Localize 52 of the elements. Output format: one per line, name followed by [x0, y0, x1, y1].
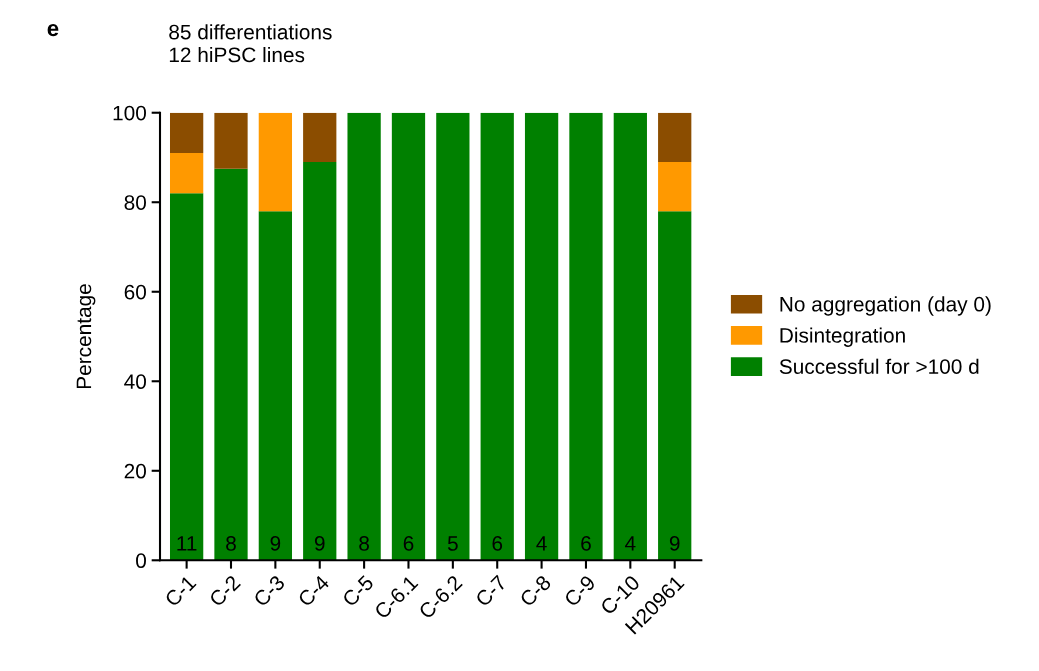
- bar: [303, 112, 337, 162]
- chart-subtitle: 12 hiPSC lines: [169, 46, 305, 63]
- y-tick-label: 20: [124, 463, 146, 479]
- x-tick-label: C-4: [297, 574, 331, 608]
- bar: [214, 168, 248, 561]
- bar: [258, 112, 293, 212]
- bar: [480, 112, 514, 561]
- y-tick-label: 60: [124, 284, 146, 300]
- bar: [658, 211, 692, 561]
- bar: [169, 193, 204, 561]
- bar: [391, 112, 426, 561]
- x-tick-label: C-2: [208, 574, 242, 608]
- annotation: 4: [536, 536, 547, 551]
- x-tick-label: C-7: [474, 574, 508, 608]
- bar: [214, 112, 248, 169]
- bar: [347, 112, 381, 561]
- annotation: 9: [270, 536, 281, 551]
- y-tick-label: 100: [113, 105, 146, 121]
- y-tick-label: 40: [124, 374, 146, 390]
- bar: [169, 112, 204, 154]
- annotation: 9: [669, 536, 680, 551]
- annotation: 6: [581, 536, 591, 551]
- bar: [524, 112, 559, 561]
- bar: [569, 112, 603, 561]
- x-tick-label: C-3: [252, 574, 286, 608]
- x-tick-label: C-1: [164, 574, 197, 608]
- y-axis-title: Percentage: [76, 284, 96, 389]
- chart-title: 85 differentiations: [169, 24, 332, 40]
- y-tick-label: 80: [124, 195, 146, 210]
- annotation: 6: [403, 536, 414, 551]
- bar: [658, 112, 692, 162]
- bar: [658, 161, 692, 212]
- bar: [613, 112, 647, 561]
- bar: [258, 211, 293, 561]
- x-tick-label: C-9: [563, 574, 597, 608]
- legend-label: Successful for >100 d: [779, 358, 979, 374]
- annotation: 8: [226, 536, 236, 551]
- x-tick-label: C-8: [518, 574, 552, 608]
- x-tick-label: C-5: [341, 574, 375, 608]
- annotation: 5: [447, 536, 458, 551]
- text: e: [47, 23, 59, 37]
- annotation: 11: [177, 536, 197, 551]
- legend-label: Disintegration: [780, 327, 905, 347]
- bar: [303, 161, 337, 561]
- annotation: 6: [492, 536, 503, 551]
- bar: [169, 153, 204, 194]
- bar: [436, 112, 470, 561]
- y-tick-label: 0: [136, 553, 146, 569]
- legend-label: No aggregation (day 0): [780, 296, 991, 316]
- annotation: 4: [625, 536, 636, 551]
- annotation: 9: [314, 536, 325, 551]
- annotation: 8: [359, 536, 369, 551]
